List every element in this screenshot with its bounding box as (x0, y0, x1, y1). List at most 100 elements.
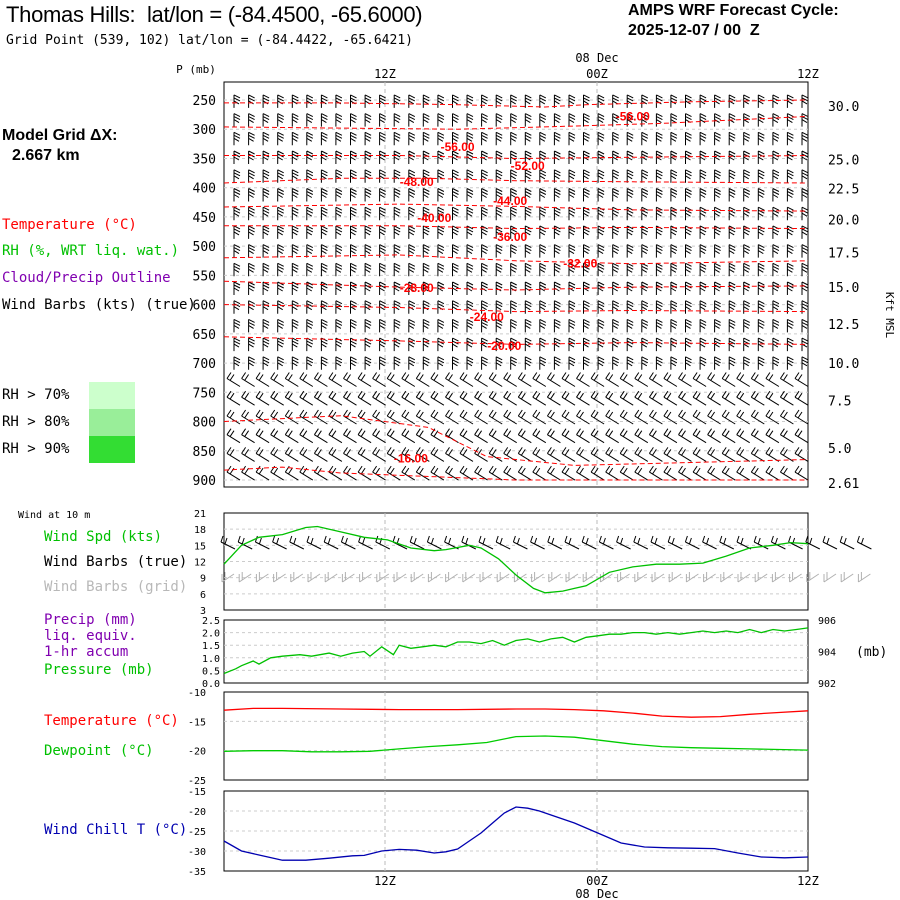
wind-barb-shape (284, 390, 299, 406)
wind-10m-grid-barb (548, 572, 562, 583)
wind-barb-shape (634, 372, 649, 387)
temperature-isotherm (223, 415, 809, 466)
wind-barb-shape (481, 262, 488, 277)
wind-barb (306, 300, 314, 314)
wind-10m-barb-shape (856, 535, 872, 550)
wind-barb (714, 281, 721, 295)
wind-barb (553, 356, 561, 370)
wind-barb (241, 390, 255, 406)
wind-barb-shape (277, 150, 284, 164)
wind-barb (291, 150, 299, 164)
wind-10m-grid-barb (720, 572, 734, 583)
wind-barb (481, 131, 488, 146)
wind-barb-shape (568, 244, 576, 258)
wind-barb (343, 390, 357, 406)
wind-barb-shape (452, 113, 459, 127)
wind-barb-shape (532, 465, 547, 481)
wind-barb (248, 225, 255, 239)
wind-barb-shape (357, 447, 372, 462)
wind-barb (750, 428, 765, 444)
wind-10m-barb-shape (770, 535, 786, 550)
wind-barb (517, 447, 532, 462)
wind-barb (262, 318, 270, 333)
wind-barb-shape (277, 94, 284, 108)
wind-barb (503, 372, 517, 387)
wind-barb-shape (692, 428, 707, 444)
wind-barb-shape (546, 390, 561, 406)
wind-10m-barb-shape (719, 535, 735, 550)
wind-barb (619, 447, 634, 462)
wind-barb (401, 372, 416, 387)
wind-barb (736, 390, 750, 406)
wind-barb-shape (350, 262, 357, 277)
wind-barb-shape (568, 225, 576, 239)
wind-barb-shape (750, 465, 765, 481)
height-tick-label: 20.0 (828, 213, 859, 228)
wind-barb (772, 318, 780, 333)
label-precip: Precip (mm) (44, 612, 137, 628)
wind-barb (510, 318, 517, 333)
wind-barb-shape (786, 131, 794, 146)
wind-barb-shape (786, 281, 794, 295)
wind-barb-shape (510, 131, 517, 146)
wind-10m-grid-barb-shape (445, 572, 458, 583)
wind-barb-shape (306, 150, 314, 164)
wind-barb (452, 131, 459, 146)
wind-barb-shape (597, 337, 605, 352)
wind-barb (685, 356, 692, 370)
wind-barb-shape (699, 150, 707, 164)
wind-barb-shape (291, 356, 299, 370)
wind-barb-shape (357, 428, 372, 444)
wind-barb-shape (503, 372, 517, 387)
wind-barb-shape (262, 113, 270, 127)
wind-10m-grid-barb (685, 572, 699, 583)
wind-barb (372, 390, 386, 406)
wind-barb-shape (510, 94, 517, 108)
wind-barb-shape (437, 169, 445, 183)
wind-barb (306, 150, 314, 164)
wind-barb-shape (437, 131, 445, 146)
wind-barb (277, 169, 284, 183)
wind-10m-barb-shape (272, 535, 287, 550)
wind-barb (583, 337, 590, 352)
wind-barb (794, 390, 809, 406)
wind-10m-grid-barb (651, 572, 665, 583)
wind-barb (728, 150, 736, 164)
wind-barb (335, 300, 343, 314)
windchill-tick-label: -15 (188, 787, 206, 798)
wind-barb-shape (801, 94, 809, 108)
wind-barb-shape (270, 409, 284, 425)
wind-10m-grid-barb-shape (341, 572, 355, 583)
wind-barb (801, 94, 809, 108)
wind-barb-shape (430, 372, 445, 387)
wind-barb-shape (270, 447, 284, 462)
wind-barb-shape (379, 318, 386, 333)
wind-barb (350, 169, 357, 183)
wind-barb (262, 188, 270, 202)
wind-barb (568, 337, 576, 352)
wind-barb (277, 318, 284, 333)
wind-barb-shape (255, 409, 270, 425)
wind-barb-shape (685, 206, 692, 221)
wind-barb-shape (291, 188, 299, 202)
wind-barb (379, 337, 386, 352)
wind-barb (707, 428, 721, 444)
wind-barb (634, 447, 649, 462)
wind-10m-barb (547, 535, 563, 550)
wind-barb-shape (561, 428, 576, 444)
wind-barb-shape (233, 150, 241, 164)
wind-10m-grid-barb (737, 572, 751, 583)
wind-barb (408, 225, 416, 239)
wind-barb (379, 225, 386, 239)
wind-barb-shape (524, 169, 532, 183)
wind-barb (357, 409, 372, 425)
wind-barb-shape (495, 169, 503, 183)
wind-barb (277, 337, 284, 352)
wind-barb (655, 206, 663, 221)
wind-barb (685, 206, 692, 221)
wind-barb-shape (393, 188, 401, 202)
wind-barb-shape (786, 169, 794, 183)
wind-barb-shape (335, 113, 343, 127)
wind-barb (597, 356, 605, 370)
wind-10m-barb-shape (633, 535, 649, 550)
